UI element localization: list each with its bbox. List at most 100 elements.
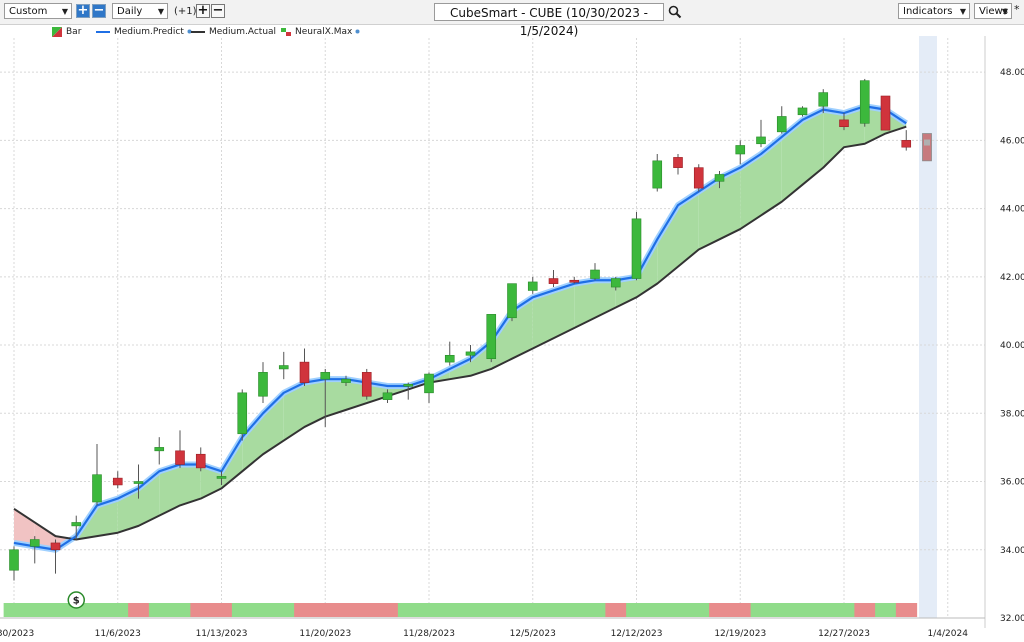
candle (361, 368, 372, 400)
candle-body (631, 218, 642, 279)
x-tick-label: 12/12/2023 (611, 629, 663, 639)
candle-body (382, 392, 393, 400)
candle (320, 368, 331, 427)
band-cell-green (875, 603, 897, 617)
search-icon[interactable] (668, 5, 682, 19)
interval-select[interactable]: Daily ▼ (112, 3, 168, 19)
indicators-label: Indicators (903, 6, 953, 17)
candle-body (444, 354, 455, 363)
favorite-star[interactable]: * (1014, 3, 1020, 16)
candle-body (133, 481, 144, 484)
fill-up-segment (781, 119, 803, 202)
candle-body (548, 278, 559, 284)
y-tick-label: 38.00 (1000, 409, 1024, 419)
band-cell-red (190, 603, 212, 617)
forecast-region (919, 36, 937, 618)
candle (9, 546, 19, 581)
x-tick-label: 1/4/2024 (928, 629, 969, 639)
candle-body (424, 373, 434, 394)
band-cell-red (729, 603, 752, 617)
candle-body (50, 542, 61, 551)
band-cell-red (377, 603, 399, 617)
candle (631, 212, 642, 281)
offset-decrease-button[interactable]: − (211, 3, 225, 18)
fill-up-segment (532, 290, 554, 349)
neuralx-icon (281, 27, 291, 36)
fill-up-segment (242, 413, 263, 472)
offset-increase-button[interactable]: + (196, 3, 210, 18)
candle-body (714, 174, 725, 182)
fill-up-segment (574, 280, 595, 328)
candle (465, 345, 476, 363)
band-cell-green (273, 603, 295, 617)
bar-legend-icon (52, 26, 62, 37)
fill-up-segment (180, 464, 201, 506)
candle-body (9, 549, 19, 571)
candle (341, 375, 351, 386)
band-cell-red (605, 603, 627, 617)
candle (424, 372, 434, 404)
candle (278, 351, 289, 380)
fill-down-segment (14, 508, 35, 547)
signal-band: $ (3, 591, 918, 617)
band-cell-green (522, 603, 544, 617)
views-select[interactable]: Views ▼ (974, 3, 1012, 19)
band-cell-green (563, 603, 586, 617)
candle-body (859, 80, 870, 124)
legend-neuralx-label: NeuralX.Max (295, 27, 353, 37)
legend-predict: Medium.Predict (96, 26, 192, 38)
candle (507, 283, 517, 322)
candle (839, 113, 849, 131)
fill-up-segment (97, 498, 118, 537)
candle (486, 314, 497, 363)
dot-icon (187, 29, 192, 34)
candle (50, 539, 61, 574)
legend-bar-label: Bar (66, 27, 82, 37)
candle (527, 276, 538, 294)
band-cell-red (356, 603, 378, 617)
fill-up-segment (325, 379, 346, 417)
band-cell-red (895, 603, 918, 617)
y-tick-label: 48.00 (1000, 68, 1024, 78)
fill-up-segment (678, 191, 699, 267)
dot-icon (355, 29, 360, 34)
candle (237, 389, 248, 441)
candle-body (258, 372, 268, 397)
forecast-candle-body (922, 133, 932, 162)
candle-body (112, 477, 123, 486)
zoom-in-button[interactable]: + (76, 3, 90, 18)
zoom-out-button[interactable]: − (92, 3, 106, 18)
candle (714, 171, 725, 189)
indicators-select[interactable]: Indicators ▼ (898, 3, 970, 19)
fill-up-segment (657, 205, 678, 284)
candle (901, 130, 912, 151)
legend-predict-label: Medium.Predict (114, 27, 184, 37)
band-cell-green (833, 603, 855, 617)
price-chart[interactable]: $ 48.00 46.00 44.00 42.00 40.00 38.00 36.00 34.… (0, 24, 1024, 642)
candle (673, 154, 683, 175)
candle (71, 515, 82, 540)
candle (590, 263, 600, 281)
predict-line (13, 105, 907, 551)
candle (92, 444, 102, 506)
candle (610, 276, 621, 291)
candle-body (880, 95, 891, 131)
band-cell-green (584, 603, 606, 617)
fill-up-segment (159, 464, 180, 516)
fill-up-segment (719, 167, 741, 240)
candle (652, 154, 663, 192)
legend-actual: Medium.Actual (191, 26, 276, 38)
band-cell-red (854, 603, 876, 617)
band-cell-green (148, 603, 171, 617)
band-cell-green (418, 603, 440, 617)
candle-body (92, 474, 102, 503)
candle (29, 536, 40, 564)
period-select-value: Custom (9, 6, 48, 17)
band-cell-green (3, 603, 25, 617)
legend-actual-label: Medium.Actual (209, 27, 277, 37)
symbol-title-field[interactable]: CubeSmart - CUBE (10/30/2023 - 1/5/2024) (434, 3, 664, 38)
period-select[interactable]: Custom ▼ (4, 3, 72, 19)
candle (444, 341, 455, 366)
fill-up-segment (283, 382, 305, 441)
band-cell-green (107, 603, 129, 617)
